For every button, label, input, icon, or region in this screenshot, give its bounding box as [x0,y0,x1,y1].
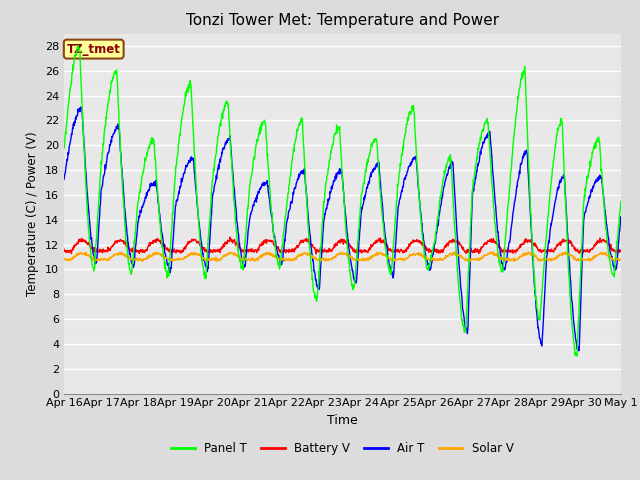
Title: Tonzi Tower Met: Temperature and Power: Tonzi Tower Met: Temperature and Power [186,13,499,28]
Legend: Panel T, Battery V, Air T, Solar V: Panel T, Battery V, Air T, Solar V [166,437,518,460]
Y-axis label: Temperature (C) / Power (V): Temperature (C) / Power (V) [26,132,39,296]
Text: TZ_tmet: TZ_tmet [67,43,121,56]
X-axis label: Time: Time [327,414,358,427]
